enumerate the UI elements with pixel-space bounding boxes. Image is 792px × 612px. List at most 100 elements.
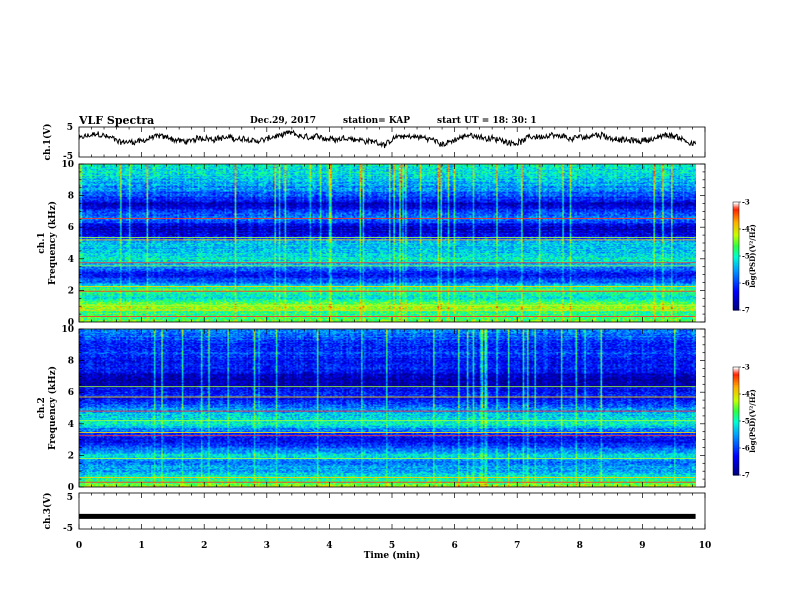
colorbar-segment [733, 394, 739, 397]
colorbar-segment [733, 295, 739, 298]
colorbar-segment [733, 205, 739, 208]
colorbar-segment [733, 374, 739, 377]
colorbar-segment [733, 209, 739, 212]
colorbar-label: log(PSD)(V²/Hz) [748, 389, 757, 453]
colorbar-segment [733, 229, 739, 232]
colorbar-segment [733, 286, 739, 289]
colorbar-segment [733, 214, 739, 217]
colorbar-segment [733, 385, 739, 388]
colorbar-segment [733, 277, 739, 280]
ch2-spectrogram-heatmap [79, 329, 696, 487]
ch3-ytick-top: 5 [67, 493, 73, 503]
frequency-ticklabel: 8 [68, 357, 74, 367]
colorbar-segment [733, 203, 739, 207]
colorbar-segment [733, 283, 739, 286]
colorbar-segment [733, 290, 739, 293]
time-axis-ticklabels: 0 1 2 3 4 5 6 7 8 9 10 [76, 541, 711, 551]
colorbar-segment [733, 457, 739, 460]
time-ticklabel: 9 [639, 541, 645, 551]
colorbar-ticklabel: -7 [742, 471, 750, 480]
frequency-ticklabel: 4 [68, 420, 74, 430]
colorbar-segment [733, 265, 739, 268]
colorbar-segment [733, 435, 739, 438]
ch1-waveform-ticks [78, 127, 706, 157]
colorbar-segment [733, 308, 739, 311]
ch2-colorbar: -3 -4 -5 -6 -7 log(PSD)(V²/Hz) [732, 363, 757, 480]
colorbar-segment [733, 466, 739, 469]
colorbar-segment [733, 243, 739, 246]
colorbar-segment [733, 410, 739, 413]
frequency-ticklabel: 4 [68, 255, 74, 265]
ch1-ytick-bottom: -5 [63, 152, 73, 162]
ch3-waveform-panel: 5 -5 ch.3(V) [42, 492, 706, 534]
ch1-waveform-series [78, 129, 697, 149]
colorbar-segment [733, 223, 739, 226]
colorbar-segment [733, 460, 739, 463]
colorbar-segment [733, 250, 739, 253]
colorbar-segment [733, 404, 739, 408]
colorbar-segment [733, 202, 739, 205]
colorbar-segment [733, 408, 739, 411]
colorbar-segment [733, 266, 739, 270]
colorbar-segment [733, 421, 739, 424]
start-time-label: start UT = 18: 30: 1 [437, 116, 537, 126]
colorbar-segment [733, 225, 739, 228]
colorbar-ticklabel: -3 [742, 198, 750, 207]
colorbar-segment [733, 306, 739, 309]
colorbar-segment [733, 234, 739, 237]
ch1-waveform-panel: 5 -5 ch.1(V) [42, 123, 706, 162]
colorbar-label: log(PSD)(V²/Hz) [748, 224, 757, 288]
colorbar-segment [733, 403, 739, 406]
colorbar-segment [733, 372, 739, 375]
ch3-ytick-bottom: -5 [63, 524, 73, 534]
colorbar-segment [733, 426, 739, 429]
colorbar-segment [733, 299, 739, 302]
colorbar-segment [733, 230, 739, 234]
ch1-colorbar: -3 -4 -5 -6 -7 log(PSD)(V²/Hz) [732, 198, 757, 315]
figure-title: VLF Spectra [78, 114, 154, 127]
colorbar-segment [733, 455, 739, 458]
colorbar-segment [733, 458, 739, 462]
time-ticklabel: 8 [577, 541, 583, 551]
colorbar-segment [733, 417, 739, 420]
colorbar-ticklabel: -6 [742, 444, 750, 453]
colorbar-segment [733, 467, 739, 471]
colorbar-segment [733, 424, 739, 427]
time-ticklabel: 10 [699, 541, 712, 551]
ch3-waveform-frame [78, 492, 706, 530]
colorbar-segment [733, 415, 739, 418]
colorbar-ticklabel: -4 [742, 390, 750, 399]
ch3-waveform-ylabel: ch.3(V) [42, 493, 53, 530]
colorbar-segment [733, 293, 739, 297]
colorbar-segment [733, 430, 739, 433]
time-ticklabel: 0 [76, 541, 82, 551]
colorbar-segment [733, 453, 739, 456]
time-ticklabel: 2 [201, 541, 207, 551]
colorbar-segment [733, 261, 739, 264]
colorbar-segment [733, 292, 739, 295]
colorbar-segment [733, 257, 739, 261]
colorbar-segment [733, 399, 739, 402]
colorbar-segment [733, 386, 739, 390]
colorbar-segment [733, 406, 739, 409]
colorbar-segment [733, 301, 739, 304]
frequency-ticklabel: 0 [68, 318, 74, 328]
frequency-ticklabel: 0 [68, 483, 74, 493]
colorbar-segment [733, 302, 739, 306]
colorbar-segment [733, 376, 739, 379]
frequency-ticklabel: 10 [61, 160, 74, 170]
time-ticklabel: 7 [514, 541, 520, 551]
ch1-channel-label: ch.1Frequency (kHz) [37, 201, 58, 285]
colorbar-segment [733, 304, 739, 307]
colorbar-segment [733, 413, 739, 417]
colorbar-segment [733, 440, 739, 444]
colorbar-segment [733, 412, 739, 415]
colorbar-segment [733, 216, 739, 219]
colorbar-segment [733, 397, 739, 400]
colorbar-segment [733, 274, 739, 277]
colorbar-ticklabel: -4 [742, 225, 750, 234]
colorbar-segment [733, 248, 739, 252]
ch1-spectrogram-ticks [78, 163, 706, 323]
colorbar-segment [733, 236, 739, 239]
